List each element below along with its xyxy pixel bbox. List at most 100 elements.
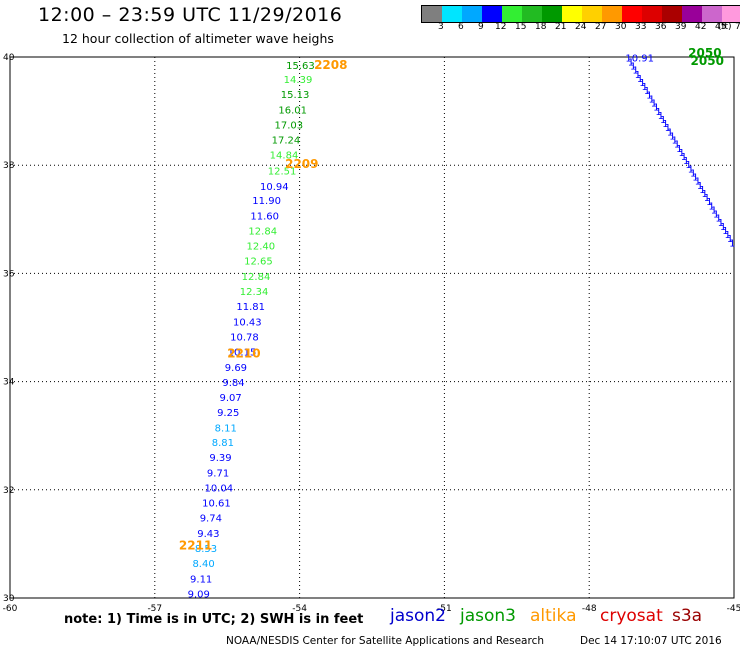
time-label-track2: 2050 — [691, 54, 724, 68]
legend-unit: (ft) — [718, 22, 732, 32]
wave-height-label-track2: 10.91 — [625, 53, 654, 64]
wave-height-label-track2: 1 — [711, 205, 717, 216]
wave-height-label-track2: 1 — [713, 210, 719, 221]
legend-label: 70 — [735, 22, 740, 32]
wave-height-label-track2: 1 — [718, 218, 724, 229]
wave-height-label-track2: 1 — [662, 119, 668, 130]
legend-swatch — [582, 6, 602, 22]
wave-height-label-track2: 1 — [683, 156, 689, 167]
wave-height-label: 10.61 — [202, 499, 231, 510]
wave-height-label: 10.15 — [228, 348, 257, 359]
wave-height-label: 10.94 — [260, 182, 289, 193]
wave-height-label: 10.78 — [230, 332, 259, 343]
wave-height-label-track2: 1 — [653, 103, 659, 114]
page-subtitle: 12 hour collection of altimeter wave hei… — [62, 31, 334, 46]
wave-height-label-track2: 1 — [644, 86, 650, 97]
wave-height-label-track2: 1 — [722, 226, 728, 237]
footer-note: note: 1) Time is in UTC; 2) SWH is in fe… — [64, 612, 364, 627]
wave-height-label: 12.51 — [268, 166, 297, 177]
wave-height-label-track2: 1 — [681, 152, 687, 163]
wave-height-label-track2: 1 — [669, 131, 675, 142]
color-legend — [421, 5, 740, 23]
y-tick-label: 38 — [3, 161, 15, 171]
wave-height-label-track2: 1 — [632, 66, 638, 77]
wave-height-label: 10.43 — [233, 317, 262, 328]
x-tick-label: -48 — [582, 604, 597, 614]
wave-height-label: 9.11 — [190, 574, 212, 585]
y-tick-label: 32 — [3, 486, 14, 496]
wave-height-label: 17.03 — [275, 120, 304, 131]
wave-height-label-track2: 1 — [729, 238, 735, 249]
wave-height-label-track2: 1 — [655, 107, 661, 118]
wave-height-label: 17.24 — [272, 136, 301, 147]
wave-height-label: 10.04 — [205, 483, 234, 494]
legend-swatch — [502, 6, 522, 22]
wave-height-label: 15.63 — [286, 61, 315, 72]
wave-height-label: 9.07 — [219, 393, 241, 404]
wave-height-label-track2: 1 — [695, 177, 701, 188]
wave-height-label-track2: 1 — [688, 164, 694, 175]
legend-label: 42 — [695, 22, 707, 32]
wave-height-label-track2: 1 — [678, 148, 684, 159]
wave-height-label-track2: 1 — [708, 201, 714, 212]
x-tick-label: -51 — [437, 604, 452, 614]
y-tick-label: 36 — [3, 269, 15, 279]
wave-height-label-track2: 1 — [635, 70, 641, 81]
y-tick-label: 34 — [3, 378, 15, 388]
wave-height-label-track2: 1 — [648, 94, 654, 105]
wave-height-label-track2: 1 — [665, 123, 671, 134]
legend-swatch — [622, 6, 642, 22]
legend-swatch — [522, 6, 542, 22]
wave-height-label: 9.69 — [225, 363, 247, 374]
wave-height-label-track2: 1 — [702, 189, 708, 200]
wave-height-label: 16.01 — [278, 105, 307, 116]
wave-height-label-track2: 1 — [715, 214, 721, 225]
wave-height-label: 9.39 — [209, 453, 231, 464]
satellite-name: jason2 — [390, 606, 446, 626]
wave-height-label-track2: 1 — [667, 127, 673, 138]
x-tick-label: -57 — [147, 604, 162, 614]
wave-height-label: 9.09 — [188, 589, 210, 600]
wave-height-label-track2: 1 — [685, 160, 691, 171]
legend-label: 27 — [595, 22, 607, 32]
time-label: 2210 — [227, 346, 260, 360]
wave-height-label-track2: 1 — [651, 99, 657, 110]
legend-swatch — [682, 6, 702, 22]
legend-label: 12 — [495, 22, 507, 32]
wave-height-label-track2: 1 — [646, 90, 652, 101]
wave-height-label: 11.60 — [250, 211, 279, 222]
satellite-name: s3a — [672, 606, 703, 626]
wave-height-label-track2: 1 — [676, 144, 682, 155]
wave-height-label-track2: 1 — [697, 181, 703, 192]
x-tick-label: -45 — [727, 604, 740, 614]
wave-height-label: 9.74 — [200, 514, 222, 525]
wave-height-label: 15.13 — [281, 90, 310, 101]
page-title: 12:00 – 23:59 UTC 11/29/2016 — [38, 4, 343, 26]
legend-swatch — [662, 6, 682, 22]
wave-height-label-track2: 1 — [660, 115, 666, 126]
satellite-name: jason3 — [460, 606, 516, 626]
x-tick-label: -60 — [3, 604, 18, 614]
wave-height-label: 8.11 — [215, 423, 237, 434]
legend-swatch — [542, 6, 562, 22]
legend-label: 18 — [535, 22, 547, 32]
wave-height-label: 8.40 — [192, 559, 214, 570]
legend-swatch — [642, 6, 662, 22]
wave-height-label-track2: 1 — [720, 222, 726, 233]
wave-height-label: 12.40 — [247, 242, 276, 253]
wave-height-label-track2: 1 — [639, 78, 645, 89]
wave-height-label-track2: 1 — [690, 168, 696, 179]
wave-height-label-track2: 1 — [637, 74, 643, 85]
wave-height-label-track2: 1 — [630, 62, 636, 73]
wave-height-label: 12.84 — [242, 272, 271, 283]
time-label: 2211 — [179, 538, 212, 552]
wave-height-label-track2: 1 — [699, 185, 705, 196]
legend-swatch — [422, 6, 442, 22]
wave-height-label-track2: 1 — [706, 197, 712, 208]
wave-height-label: 9.25 — [217, 408, 239, 419]
legend-label: 3 — [438, 22, 444, 32]
legend-label: 24 — [575, 22, 587, 32]
wave-height-label: 11.90 — [252, 196, 281, 207]
wave-height-label: 12.84 — [248, 226, 277, 237]
legend-swatch — [602, 6, 622, 22]
